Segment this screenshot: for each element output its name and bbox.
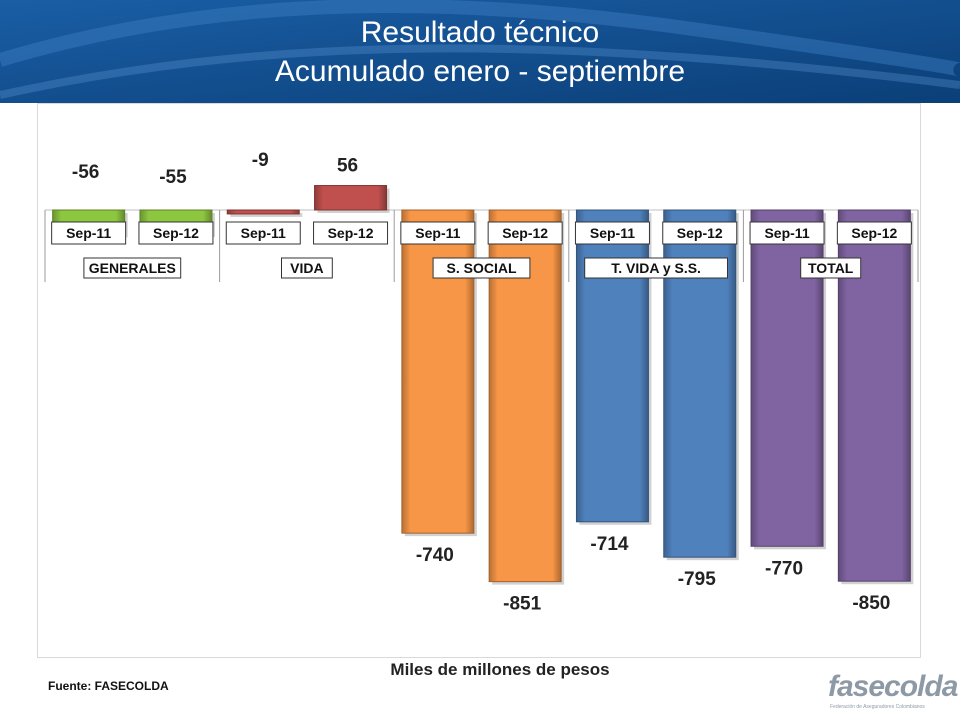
tick-label: Sep-12 xyxy=(328,225,374,241)
chart-subtitle: Acumulado enero - septiembre xyxy=(274,55,686,88)
group-label-box xyxy=(800,257,862,279)
data-label: -55 xyxy=(159,167,187,188)
tick-label-box xyxy=(225,221,301,245)
tick-label-box xyxy=(313,221,389,245)
data-label: -714 xyxy=(590,534,628,555)
group-label: TOTAL xyxy=(808,260,854,276)
data-label: -850 xyxy=(852,593,890,614)
bar-shadow xyxy=(230,213,303,217)
logo-wordmark: fasecolda xyxy=(828,670,958,703)
tick-label: Sep-11 xyxy=(764,225,809,241)
group-label: GENERALES xyxy=(89,260,176,276)
data-label: -740 xyxy=(416,545,454,566)
data-label: 56 xyxy=(337,156,358,177)
group-label: VIDA xyxy=(290,260,323,276)
bar-vida-sep-11 xyxy=(226,209,300,215)
group-label-box xyxy=(584,257,729,279)
bar-vida-sep-12 xyxy=(314,185,388,211)
unit-label: Miles de millones de pesos xyxy=(390,660,610,679)
tick-label: Sep-12 xyxy=(677,225,723,241)
tick-label: Sep-11 xyxy=(241,225,286,241)
group-label-box xyxy=(432,257,531,279)
data-label: -795 xyxy=(678,569,716,590)
tick-label-box xyxy=(749,221,825,245)
tick-label: Sep-11 xyxy=(415,225,460,241)
source-note: Fuente: FASECOLDA xyxy=(48,679,169,693)
chart-title: Resultado técnico xyxy=(360,16,600,49)
data-label: -9 xyxy=(252,150,269,171)
logo-tagline: Federación de Aseguradores Colombianos xyxy=(830,704,925,710)
header-swoosh-decoration xyxy=(0,0,960,103)
tick-label-box xyxy=(574,221,650,245)
data-label: -56 xyxy=(72,162,99,183)
tick-label-box xyxy=(400,221,476,245)
group-label: S. SOCIAL xyxy=(446,260,516,276)
tick-label-box xyxy=(51,221,127,245)
bar-chart: -56 -55 -9 56 -740 -851 -714 -795 -770 -850 Sep-11… xyxy=(44,150,919,615)
tick-label-box xyxy=(836,221,912,245)
header-banner: Resultado técnico Acumulado enero - sept… xyxy=(0,0,960,103)
data-label: -770 xyxy=(765,558,803,579)
tick-label-box xyxy=(662,221,738,245)
data-label: -851 xyxy=(503,594,541,615)
bar-t-vida-y-s-s--sep-11 xyxy=(575,209,649,523)
group-label: T. VIDA y S.S. xyxy=(611,260,701,276)
tick-label: Sep-12 xyxy=(502,225,548,241)
tick-label: Sep-12 xyxy=(851,225,897,241)
tick-label: Sep-11 xyxy=(66,225,111,241)
fasecolda-logo: fasecolda Federación de Aseguradores Col… xyxy=(828,668,958,712)
group-label-box xyxy=(83,257,182,279)
tick-label-box xyxy=(487,221,563,245)
group-label-box xyxy=(281,257,333,279)
tick-label-box xyxy=(138,221,214,245)
tick-label: Sep-12 xyxy=(153,225,199,241)
tick-label: Sep-11 xyxy=(590,225,635,241)
